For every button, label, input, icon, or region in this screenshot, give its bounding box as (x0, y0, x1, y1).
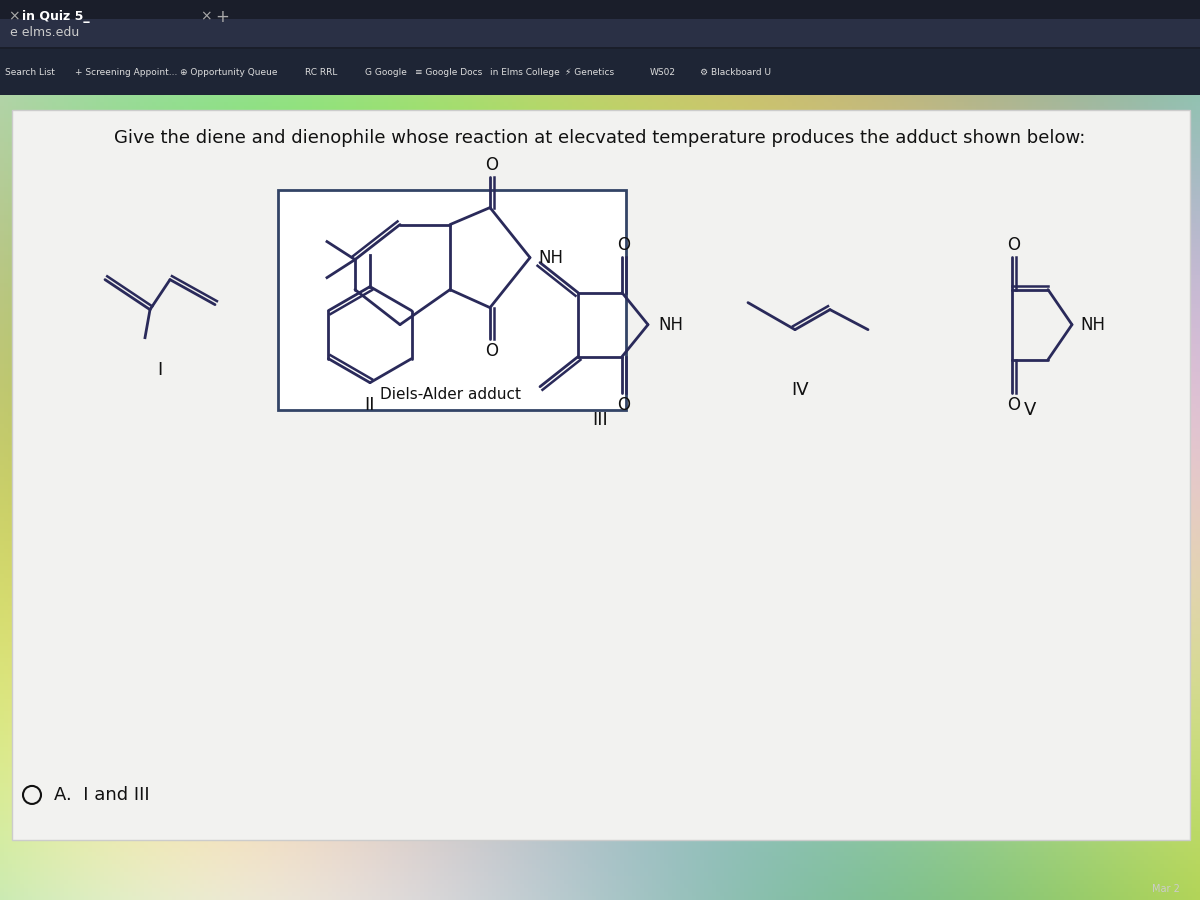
Text: Search List: Search List (5, 68, 55, 77)
Text: ⚡ Genetics: ⚡ Genetics (565, 68, 614, 77)
Text: in Elms College: in Elms College (490, 68, 559, 77)
Text: +: + (215, 8, 229, 26)
Text: Diels-Alder adduct: Diels-Alder adduct (379, 387, 521, 401)
Text: NH: NH (1080, 316, 1105, 334)
Text: III: III (592, 410, 608, 428)
Text: O: O (1008, 396, 1020, 414)
Text: ⊕ Opportunity Queue: ⊕ Opportunity Queue (180, 68, 277, 77)
Text: O: O (618, 396, 630, 414)
Text: IV: IV (791, 381, 809, 399)
Text: ≡ Google Docs: ≡ Google Docs (415, 68, 482, 77)
Text: ×: × (8, 10, 19, 24)
Text: NH: NH (538, 248, 563, 266)
Bar (0, 49, 1200, 94)
Text: + Screening Appoint...: + Screening Appoint... (74, 68, 178, 77)
Text: G Google: G Google (365, 68, 407, 77)
Text: e elms.edu: e elms.edu (10, 26, 79, 40)
Text: O: O (618, 236, 630, 254)
Text: ⚙ Blackboard U: ⚙ Blackboard U (700, 68, 772, 77)
Text: A.  I and III: A. I and III (54, 786, 150, 804)
Text: II: II (365, 396, 376, 414)
Text: in Quiz 5_: in Quiz 5_ (22, 11, 90, 23)
Bar (0, 19, 1200, 47)
Text: Mar 2: Mar 2 (1152, 884, 1180, 894)
Bar (278, 190, 626, 410)
Text: RC RRL: RC RRL (305, 68, 337, 77)
Text: O: O (486, 156, 498, 174)
Text: I: I (157, 361, 163, 379)
Text: Give the diene and dienophile whose reaction at elecvated temperature produces t: Give the diene and dienophile whose reac… (114, 129, 1086, 147)
Text: O: O (486, 342, 498, 360)
Text: WS02: WS02 (650, 68, 676, 77)
Text: O: O (1008, 236, 1020, 254)
Text: V: V (1024, 400, 1036, 418)
Text: ×: × (200, 10, 211, 24)
Text: NH: NH (658, 316, 683, 334)
